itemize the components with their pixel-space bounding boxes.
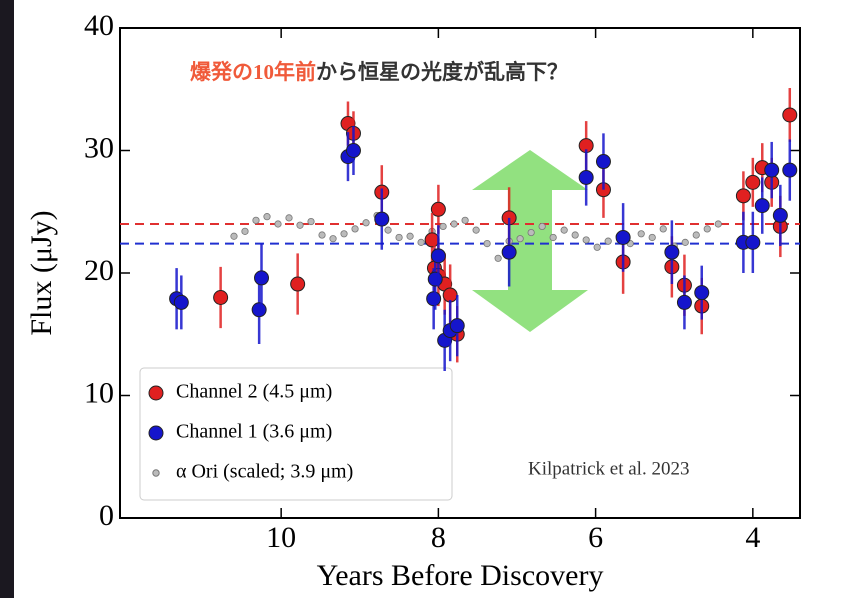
point — [604, 237, 612, 245]
x-tick-label: 4 — [745, 521, 760, 554]
point — [637, 230, 645, 238]
point — [461, 216, 469, 224]
point — [659, 225, 667, 233]
point — [442, 287, 458, 303]
point — [296, 221, 304, 229]
point — [395, 233, 403, 242]
point — [318, 231, 326, 239]
point — [472, 226, 480, 234]
x-tick-label: 6 — [588, 521, 603, 554]
legend-label: Channel 1 (3.6 μm) — [176, 421, 332, 443]
point — [664, 244, 680, 260]
point — [173, 294, 189, 310]
point — [450, 220, 458, 228]
point — [782, 162, 798, 178]
point — [362, 219, 370, 227]
point — [329, 235, 337, 243]
point — [703, 225, 711, 233]
point — [782, 107, 798, 123]
point — [549, 233, 557, 242]
point — [745, 174, 761, 190]
point — [483, 240, 491, 248]
point — [426, 291, 442, 307]
point — [251, 302, 267, 318]
point — [230, 232, 238, 240]
point — [516, 235, 524, 243]
point — [735, 188, 751, 204]
y-tick-label: 30 — [84, 131, 114, 164]
point — [406, 232, 414, 240]
point — [427, 271, 443, 287]
point — [615, 229, 631, 245]
point — [764, 162, 780, 178]
point — [241, 227, 249, 235]
point — [285, 214, 293, 222]
y-tick-label: 40 — [84, 9, 114, 42]
point — [213, 290, 229, 305]
x-tick-label: 8 — [431, 521, 446, 554]
title: から恒星の光度が乱高下？ — [316, 60, 568, 84]
point — [345, 143, 361, 158]
point — [494, 254, 502, 262]
point — [374, 211, 390, 227]
x-tick-label: 10 — [266, 521, 296, 554]
point — [254, 270, 270, 286]
point — [252, 216, 260, 224]
legend-box — [139, 367, 453, 501]
point — [430, 201, 446, 217]
point — [681, 238, 689, 246]
legend-marker — [152, 469, 160, 477]
citation: Kilpatrick et al. 2023 — [528, 458, 689, 479]
point — [754, 198, 770, 214]
point — [430, 248, 446, 264]
point — [424, 232, 440, 248]
y-tick-label: 10 — [84, 376, 114, 409]
legend-label: Channel 2 (4.5 μm) — [176, 381, 332, 403]
y-tick-label: 0 — [99, 499, 114, 532]
point — [449, 318, 465, 334]
y-axis-label: Flux (μJy) — [25, 210, 58, 335]
point — [351, 225, 359, 233]
point — [694, 285, 710, 301]
point — [578, 169, 594, 185]
point — [307, 217, 315, 226]
legend-marker — [148, 425, 164, 441]
point — [274, 220, 282, 228]
point — [501, 244, 517, 260]
legend-marker — [148, 385, 164, 401]
point — [290, 276, 306, 292]
point — [692, 231, 700, 239]
point — [745, 234, 761, 250]
point — [527, 228, 535, 237]
point — [439, 222, 447, 231]
point — [263, 213, 271, 221]
point — [595, 154, 611, 170]
range-arrow — [472, 150, 588, 332]
point — [772, 207, 788, 223]
point — [676, 294, 692, 310]
point — [384, 226, 392, 234]
point — [560, 226, 568, 234]
point — [417, 238, 425, 246]
point — [582, 236, 590, 244]
x-axis-label: Years Before Discovery — [317, 559, 604, 592]
title-highlight: 爆発の10年前 — [190, 60, 316, 84]
legend-label: α Ori (scaled; 3.9 μm) — [176, 461, 353, 483]
y-tick-label: 20 — [84, 254, 114, 287]
point — [593, 243, 601, 251]
point — [571, 231, 579, 239]
point — [538, 222, 546, 231]
point — [340, 230, 348, 238]
point — [714, 220, 722, 228]
point — [648, 233, 656, 242]
